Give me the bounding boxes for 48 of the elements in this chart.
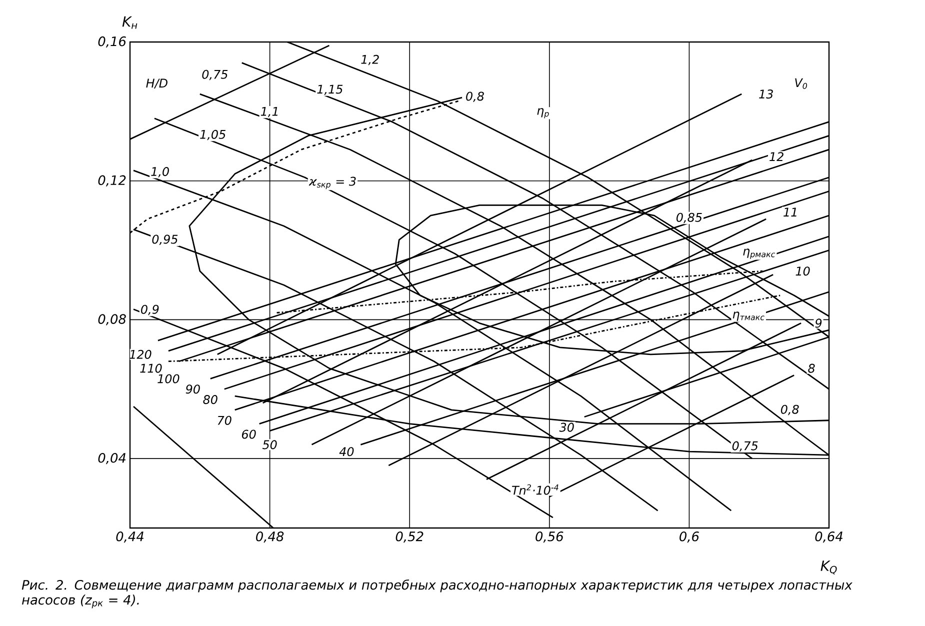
- annotation: 120: [130, 350, 152, 359]
- annotation: 1,15: [317, 84, 343, 95]
- annotation: H/D: [146, 78, 168, 89]
- y-tick-label: 0,12: [98, 175, 126, 186]
- annotation: η$_{рмакс}$: [743, 248, 776, 259]
- annotation: 0,85: [676, 212, 702, 224]
- y-axis-title: K$_{н}$: [122, 16, 138, 29]
- annotation: 60: [242, 430, 256, 439]
- annotation: 110: [140, 364, 162, 373]
- annotation: 70: [218, 416, 232, 425]
- y-tick-label: 0,04: [98, 453, 126, 464]
- annotation: 12: [770, 152, 784, 161]
- annotation: 50: [262, 440, 277, 450]
- annotation: 1,2: [361, 54, 379, 66]
- text: Рис. 2. Совмещение диаграмм располагаемых и потребных расходно-напорных характеристик для четырех лопастных насосов (z$_{рк}$ = 4).: [22, 580, 852, 608]
- x-tick-label: 0,52: [396, 532, 424, 543]
- annotation: 1,1: [260, 107, 278, 118]
- annotation: 0,8: [780, 404, 799, 416]
- annotation: 10: [796, 266, 810, 276]
- x-tick-label: 0,48: [256, 532, 284, 543]
- annotation: 0,95: [152, 234, 178, 245]
- annotation: 40: [339, 447, 354, 456]
- x-tick-label: 0,56: [536, 532, 564, 543]
- annotation: 80: [203, 395, 218, 404]
- annotation: 0,75: [202, 70, 228, 80]
- annotation: 8: [808, 364, 815, 373]
- y-tick-label: 0,16: [98, 36, 126, 48]
- annotation: 1,05: [200, 130, 226, 140]
- x-tick-label: 0,44: [116, 532, 144, 543]
- annotation: 9: [815, 318, 822, 328]
- annotation: V$_{0}$: [795, 78, 808, 89]
- annotation: Tn$^{2}$·10$^{-4}$: [512, 484, 558, 495]
- annotation: 0,9: [141, 304, 159, 316]
- annotation: 1,0: [151, 167, 169, 178]
- y-tick-label: 0,08: [98, 314, 126, 326]
- x-tick-label: 0,64: [815, 532, 842, 543]
- annotation: η$_{р}$: [537, 108, 549, 118]
- annotation: 13: [759, 90, 773, 99]
- annotation: η$_{тмакс}$: [732, 312, 764, 321]
- annotation: 0,75: [732, 441, 758, 452]
- annotation: 90: [186, 384, 200, 394]
- annotation: 0,8: [466, 92, 484, 102]
- annotation: ϰ$_{sкр}$ = 3: [308, 176, 356, 190]
- x-tick-label: 0,6: [680, 532, 699, 543]
- annotation: 100: [158, 374, 180, 384]
- x-axis-title: K$_{Q}$: [820, 560, 837, 574]
- annotation: 30: [559, 422, 574, 432]
- annotation: 11: [784, 208, 796, 216]
